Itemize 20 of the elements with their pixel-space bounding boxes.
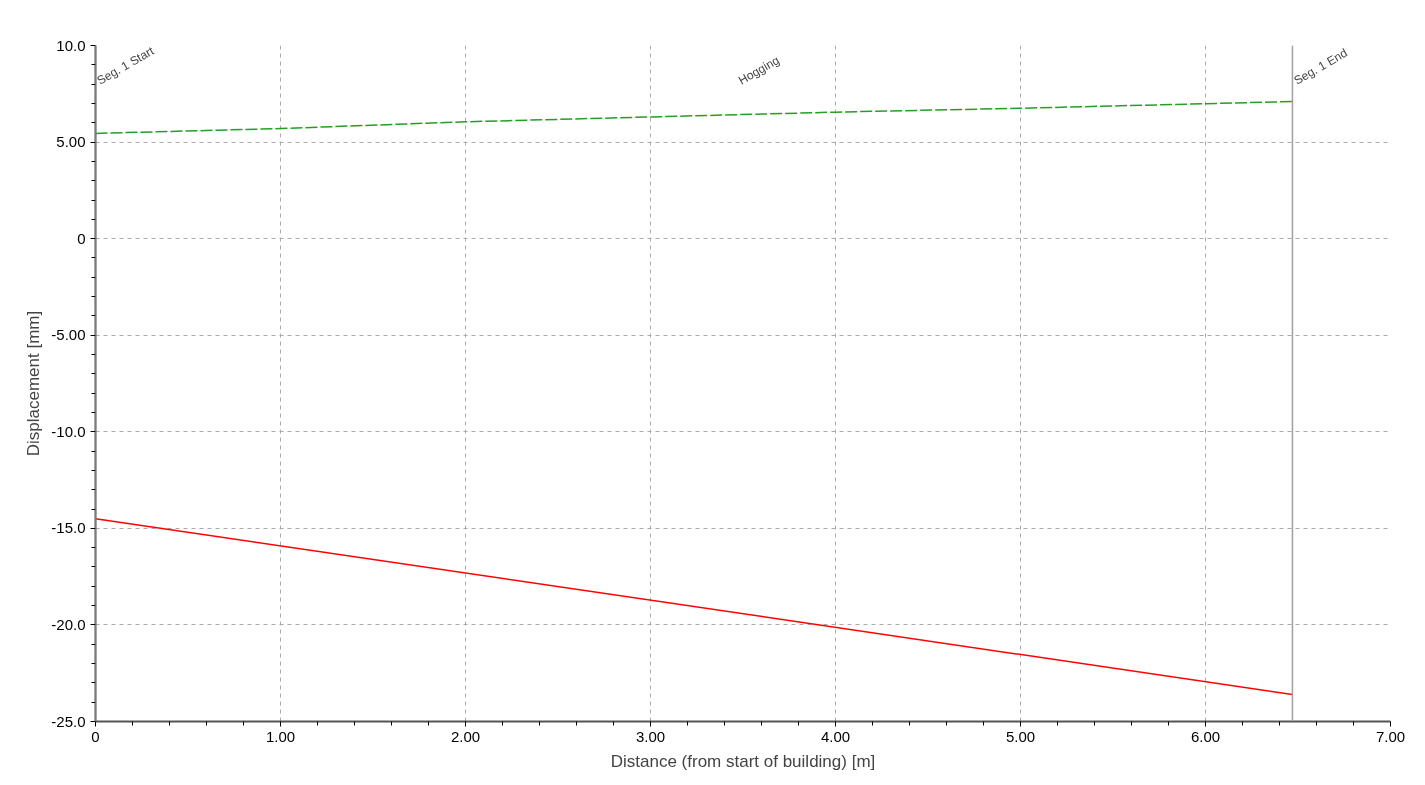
ref-line-label: Seg. 1 Start	[94, 43, 157, 88]
x-tick-label: 2.00	[450, 727, 481, 745]
y-tick-label: -5.00	[51, 326, 86, 344]
y-tick-label: -10.0	[51, 422, 86, 440]
y-tick-label: 10.0	[56, 36, 86, 54]
x-tick-label: 4.00	[820, 727, 851, 745]
x-tick-label: 3.00	[635, 727, 666, 745]
ref-line-label: Seg. 1 End	[1291, 45, 1350, 88]
y-tick-label: -25.0	[51, 712, 86, 730]
x-tick-label: 0	[91, 727, 100, 745]
y-tick-label: -15.0	[51, 519, 86, 537]
y-tick-label: 0	[77, 229, 86, 247]
x-tick-label: 6.00	[1190, 727, 1221, 745]
x-axis-title: Distance (from start of building) [m]	[610, 751, 876, 771]
y-tick-label: 5.00	[56, 133, 86, 151]
x-tick-label: 7.00	[1375, 727, 1406, 745]
x-tick-label: 5.00	[1005, 727, 1036, 745]
x-tick-label: 1.00	[265, 727, 296, 745]
y-tick-label: -20.0	[51, 615, 86, 633]
y-axis-title: Displacement [mm]	[24, 310, 44, 457]
